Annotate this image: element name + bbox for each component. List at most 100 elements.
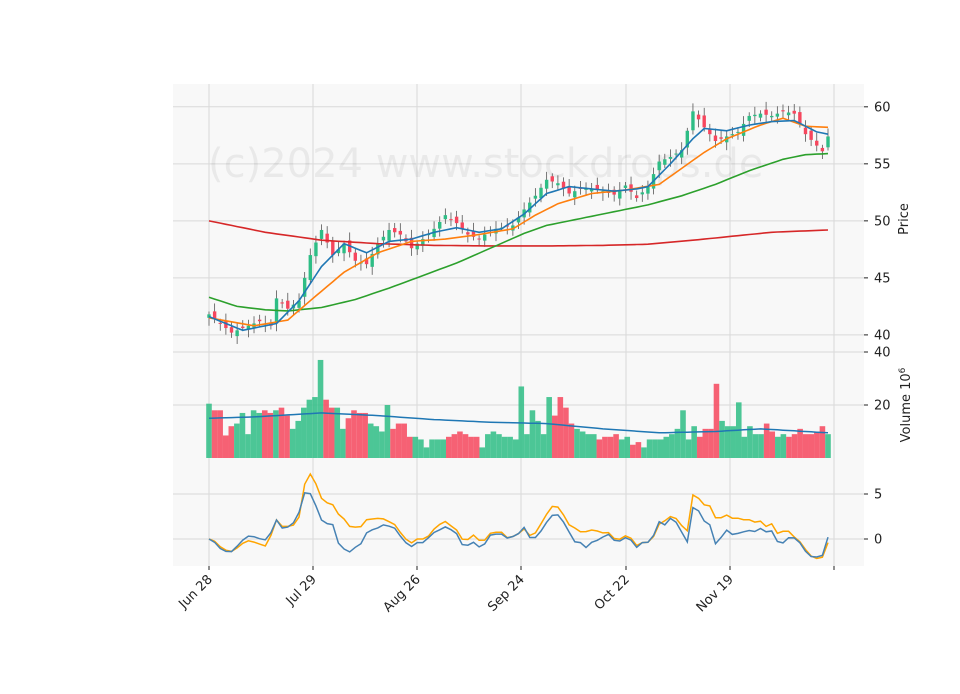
watermark: (c)2024 www.stockdrops.de bbox=[208, 141, 763, 187]
candle-body bbox=[449, 219, 453, 221]
volume-bar bbox=[401, 423, 407, 458]
volume-bar bbox=[696, 436, 703, 458]
volume-bar bbox=[512, 439, 519, 458]
volume-bar bbox=[630, 444, 636, 458]
candle-body bbox=[809, 130, 813, 140]
volume-bar bbox=[228, 426, 235, 458]
volume-bar bbox=[434, 439, 441, 458]
candle-body bbox=[623, 185, 628, 188]
candle-body bbox=[741, 123, 746, 136]
candle-body bbox=[314, 242, 318, 257]
volume-bar bbox=[674, 428, 681, 458]
price-axis-tick-label: 40 bbox=[874, 328, 891, 343]
candle-body bbox=[257, 319, 262, 322]
volume-bar bbox=[217, 410, 223, 458]
volume-axis-tick-label: 40 bbox=[874, 346, 891, 361]
volume-bar bbox=[540, 434, 547, 458]
volume-bar bbox=[451, 434, 458, 458]
candle-body bbox=[668, 156, 673, 159]
candle-body bbox=[770, 115, 774, 118]
volume-bar bbox=[769, 431, 776, 458]
candle-body bbox=[753, 114, 757, 117]
volume-bar bbox=[724, 426, 731, 458]
volume-series bbox=[206, 359, 831, 458]
volume-bar bbox=[239, 412, 246, 458]
volume-bar bbox=[317, 359, 324, 458]
volume-bar bbox=[345, 418, 352, 458]
candle-body bbox=[409, 237, 414, 249]
candle-body bbox=[561, 181, 566, 189]
volume-bar bbox=[234, 423, 240, 458]
volume-bar bbox=[669, 434, 675, 458]
candle-body bbox=[212, 311, 217, 319]
candle-body bbox=[342, 243, 346, 254]
x-axis-tick-label: Sep 24 bbox=[485, 572, 528, 615]
candle-body bbox=[246, 325, 251, 330]
volume-ma-line bbox=[208, 412, 829, 434]
volume-bar bbox=[646, 439, 653, 458]
candle-body bbox=[775, 113, 780, 117]
candle-body bbox=[826, 136, 830, 148]
candle-body bbox=[241, 326, 245, 329]
volume-bar bbox=[791, 434, 798, 458]
volume-bar bbox=[802, 434, 809, 458]
candle-body bbox=[657, 161, 661, 171]
volume-bar bbox=[685, 439, 692, 458]
candle-body bbox=[460, 222, 464, 229]
volume-bar bbox=[412, 436, 419, 458]
candle-body bbox=[308, 255, 312, 280]
candle-body bbox=[815, 140, 819, 146]
candle-body bbox=[516, 217, 521, 223]
volume-bar bbox=[741, 436, 748, 458]
volume-bar bbox=[351, 410, 357, 458]
candle-body bbox=[781, 110, 785, 112]
volume-bar bbox=[457, 431, 463, 458]
volume-bar bbox=[747, 426, 753, 458]
volume-bar bbox=[379, 431, 385, 458]
volume-bar bbox=[334, 407, 341, 458]
volume-bar bbox=[535, 420, 541, 458]
x-axis-tick-label: Oct 22 bbox=[592, 572, 633, 613]
volume-bar bbox=[579, 431, 586, 458]
candle-body bbox=[713, 135, 718, 142]
candle-body bbox=[471, 230, 476, 237]
volume-bar bbox=[529, 410, 536, 458]
candle-body bbox=[325, 233, 329, 243]
candle-body bbox=[612, 189, 616, 195]
price-axis-tick-label: 55 bbox=[874, 157, 891, 172]
volume-bar bbox=[278, 407, 285, 458]
candle-body bbox=[584, 188, 588, 190]
candle-body bbox=[556, 183, 560, 186]
volume-bar bbox=[551, 415, 558, 458]
volume-bar bbox=[373, 426, 380, 458]
volume-bar bbox=[797, 428, 803, 458]
candle-body bbox=[370, 253, 374, 267]
candle-body bbox=[708, 129, 712, 135]
volume-bar bbox=[613, 434, 619, 458]
candle-body bbox=[798, 112, 802, 124]
candle-body bbox=[454, 216, 459, 224]
price-axis-label: Price bbox=[897, 203, 912, 235]
volume-bar bbox=[462, 434, 469, 458]
volume-bar bbox=[607, 436, 614, 458]
volume-bar bbox=[267, 412, 274, 458]
volume-bar bbox=[306, 399, 313, 458]
candle-body bbox=[364, 258, 369, 265]
volume-axis-tick-label: 20 bbox=[874, 399, 891, 414]
ma-long-line bbox=[208, 152, 829, 312]
volume-bar bbox=[468, 436, 474, 458]
candle-body bbox=[640, 192, 644, 195]
candle-body bbox=[679, 150, 684, 158]
candle-body bbox=[286, 300, 290, 309]
volume-bar bbox=[568, 423, 575, 458]
candle-body bbox=[376, 243, 380, 255]
candle-body bbox=[634, 195, 639, 199]
candle-body bbox=[438, 221, 442, 229]
volume-bar bbox=[356, 412, 363, 458]
volume-bar bbox=[557, 397, 564, 458]
volume-bar bbox=[473, 436, 480, 458]
volume-bar bbox=[752, 434, 759, 458]
candle-body bbox=[730, 134, 735, 136]
candle-body bbox=[544, 179, 549, 189]
volume-bar bbox=[367, 423, 374, 458]
